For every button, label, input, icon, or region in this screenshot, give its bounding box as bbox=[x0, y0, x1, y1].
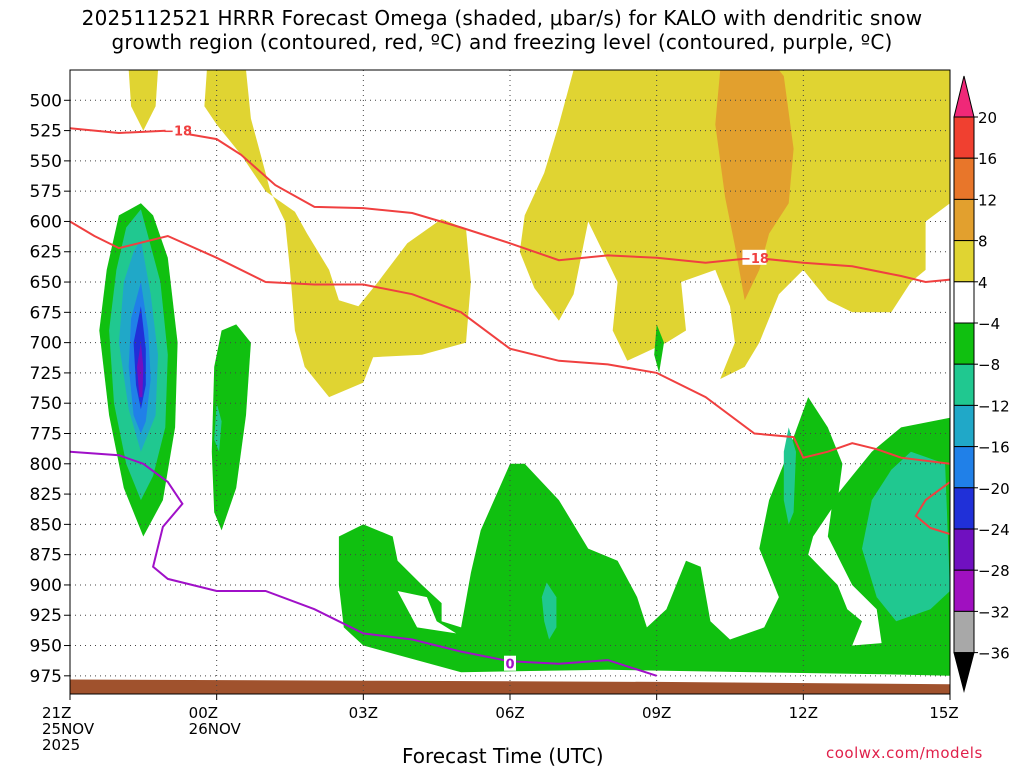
y-tick-label-925: 925 bbox=[30, 606, 62, 626]
y-tick-label-600: 600 bbox=[30, 212, 62, 232]
y-tick-label-950: 950 bbox=[30, 637, 62, 657]
y-tick-label-900: 900 bbox=[30, 576, 62, 596]
y-tick-label-675: 675 bbox=[30, 303, 62, 323]
x-tick-label-6-0: 03Z bbox=[349, 704, 378, 722]
y-tick-label-700: 700 bbox=[30, 334, 62, 354]
ground-surface bbox=[70, 679, 950, 694]
colorbar-label-7: −12 bbox=[978, 397, 1010, 415]
omega-teal-sliver-right bbox=[783, 427, 796, 525]
x-tick-label-3-0: 00Z bbox=[189, 704, 218, 722]
colorbar-seg-3 bbox=[953, 198, 975, 242]
omega-yellow-band-2 bbox=[204, 70, 471, 398]
contour-label-0: −18 bbox=[163, 125, 192, 140]
colorbar-seg-13 bbox=[953, 610, 975, 654]
x-tick-label-12-0: 09Z bbox=[642, 704, 671, 722]
colorbar-label-12: −32 bbox=[978, 603, 1010, 621]
colorbar-seg-2 bbox=[953, 157, 975, 200]
freezing-level-contour bbox=[69, 450, 658, 677]
x-axis-label: Forecast Time (UTC) bbox=[402, 744, 604, 768]
chart-title-line-2: growth region (contoured, red, ºC) and f… bbox=[111, 30, 893, 54]
credit-link[interactable]: coolwx.com/models bbox=[826, 744, 983, 762]
colorbar-seg-4 bbox=[953, 240, 975, 283]
y-tick-label-850: 850 bbox=[30, 515, 62, 535]
colorbar-label-9: −20 bbox=[978, 480, 1010, 498]
omega-teal-sliver-mid bbox=[214, 403, 222, 452]
y-tick-label-575: 575 bbox=[30, 182, 62, 202]
colorbar-seg-10 bbox=[953, 487, 975, 530]
chart-title-line-1: 2025112521 HRRR Forecast Omega (shaded, … bbox=[81, 6, 923, 30]
colorbar-seg-8 bbox=[953, 404, 975, 448]
colorbar: 20 16 12 8 4 −4 −8 −12 −16 −20 −24 −28 −32 −36 bbox=[953, 75, 1010, 693]
contour-label-bg-2 bbox=[504, 655, 516, 671]
colorbar-seg-7 bbox=[953, 363, 975, 406]
omega-purple-cell-left bbox=[137, 342, 144, 398]
y-tick-label-525: 525 bbox=[30, 122, 62, 142]
colorbar-label-8: −16 bbox=[978, 439, 1010, 457]
contour-label-2: 0 bbox=[505, 658, 514, 673]
y-tick-label-750: 750 bbox=[30, 394, 62, 414]
x-tick-label-18-0: 15Z bbox=[929, 704, 958, 722]
omega-shading bbox=[70, 70, 950, 694]
dgz-upper-contour bbox=[69, 220, 951, 465]
temperature-contours: −18 −18 0 bbox=[69, 122, 951, 677]
y-tick-label-725: 725 bbox=[30, 364, 62, 384]
omega-yellow-cell-1 bbox=[128, 70, 158, 131]
y-tick-label-975: 975 bbox=[30, 667, 62, 687]
colorbar-seg-5 bbox=[953, 281, 975, 324]
omega-teal-cell-lower bbox=[541, 582, 557, 640]
x-tick-label-0-1: 25NOV bbox=[42, 720, 95, 738]
omega-teal-cell-right bbox=[862, 451, 950, 622]
omega-gap-white-1 bbox=[397, 591, 457, 634]
x-tick-label-15-0: 12Z bbox=[789, 704, 818, 722]
contour-label-1: −18 bbox=[740, 252, 769, 267]
colorbar-bottom-arrow bbox=[953, 652, 975, 693]
contour-label-bg-0 bbox=[165, 122, 190, 138]
colorbar-top-arrow bbox=[953, 75, 975, 118]
colorbar-label-0: 20 bbox=[978, 109, 997, 127]
colorbar-label-13: −36 bbox=[978, 645, 1010, 663]
dgz-lower-contour bbox=[69, 127, 951, 284]
pressure-axis: 500 525 550 575 600 625 650 675 700 725 750 775 800 8… bbox=[30, 91, 70, 687]
y-tick-label-775: 775 bbox=[30, 424, 62, 444]
colorbar-seg-12 bbox=[953, 569, 975, 612]
colorbar-label-2: 12 bbox=[978, 191, 997, 209]
colorbar-label-5: −4 bbox=[978, 315, 1000, 333]
colorbar-seg-9 bbox=[953, 446, 975, 489]
omega-orange-cell bbox=[715, 70, 794, 301]
colorbar-label-11: −28 bbox=[978, 562, 1010, 580]
y-tick-label-625: 625 bbox=[30, 243, 62, 263]
colorbar-label-1: 16 bbox=[978, 150, 997, 168]
x-tick-label-0-2: 2025 bbox=[42, 736, 80, 754]
y-tick-label-650: 650 bbox=[30, 273, 62, 293]
colorbar-label-4: 4 bbox=[978, 274, 988, 292]
colorbar-seg-1 bbox=[953, 116, 975, 159]
colorbar-seg-6 bbox=[953, 322, 975, 365]
y-tick-label-550: 550 bbox=[30, 152, 62, 172]
colorbar-seg-11 bbox=[953, 528, 975, 571]
omega-green-cell-mid bbox=[211, 324, 251, 531]
y-tick-label-500: 500 bbox=[30, 91, 62, 111]
dgz-edge-contour bbox=[914, 481, 951, 536]
y-tick-label-800: 800 bbox=[30, 455, 62, 475]
x-tick-label-0-0: 21Z bbox=[42, 704, 71, 722]
x-tick-label-9-0: 06Z bbox=[495, 704, 524, 722]
y-tick-label-875: 875 bbox=[30, 546, 62, 566]
chart-title: 2025112521 HRRR Forecast Omega (shaded, … bbox=[0, 6, 1004, 54]
x-tick-label-3-1: 26NOV bbox=[189, 720, 242, 738]
contour-label-bg-1 bbox=[742, 249, 767, 265]
omega-green-band-lower bbox=[338, 397, 950, 676]
colorbar-label-6: −8 bbox=[978, 356, 1000, 374]
colorbar-label-10: −24 bbox=[978, 521, 1010, 539]
colorbar-label-3: 8 bbox=[978, 233, 988, 251]
y-tick-label-825: 825 bbox=[30, 485, 62, 505]
